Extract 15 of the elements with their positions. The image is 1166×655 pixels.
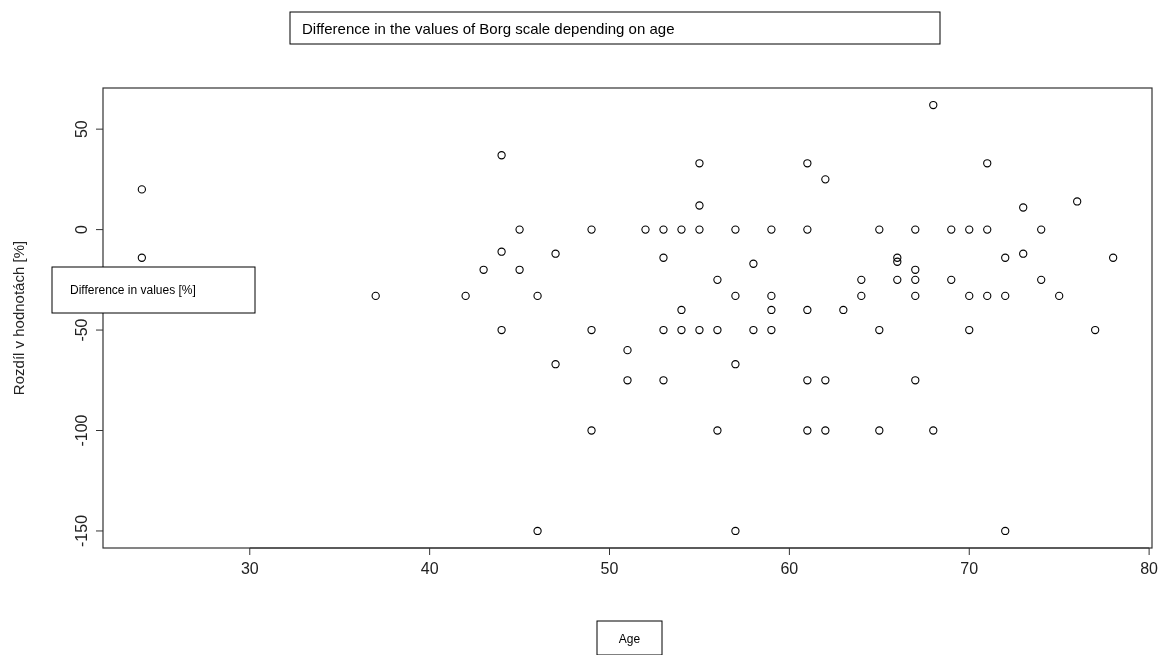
x-axis-title: Age — [618, 632, 641, 646]
annotation: Difference in values [%] — [70, 283, 196, 297]
x-tick-label: 40 — [420, 560, 439, 577]
x-tick-label: 50 — [600, 560, 619, 577]
x-tick-label: 60 — [780, 560, 799, 577]
y-tick-label: -50 — [73, 318, 90, 342]
x-tick-label: 80 — [1140, 560, 1159, 577]
y-tick-label: -100 — [73, 414, 90, 447]
x-tick-label: 30 — [240, 560, 259, 577]
y-tick-label: -150 — [73, 514, 90, 547]
x-tick-label: 70 — [960, 560, 979, 577]
y-tick-label: 0 — [73, 225, 90, 235]
y-axis-title: Rozdíl v hodnotách [%] — [10, 240, 27, 396]
y-tick-label: 50 — [73, 120, 90, 139]
chart-title: Difference in the values of Borg scale depending on age — [302, 20, 675, 37]
